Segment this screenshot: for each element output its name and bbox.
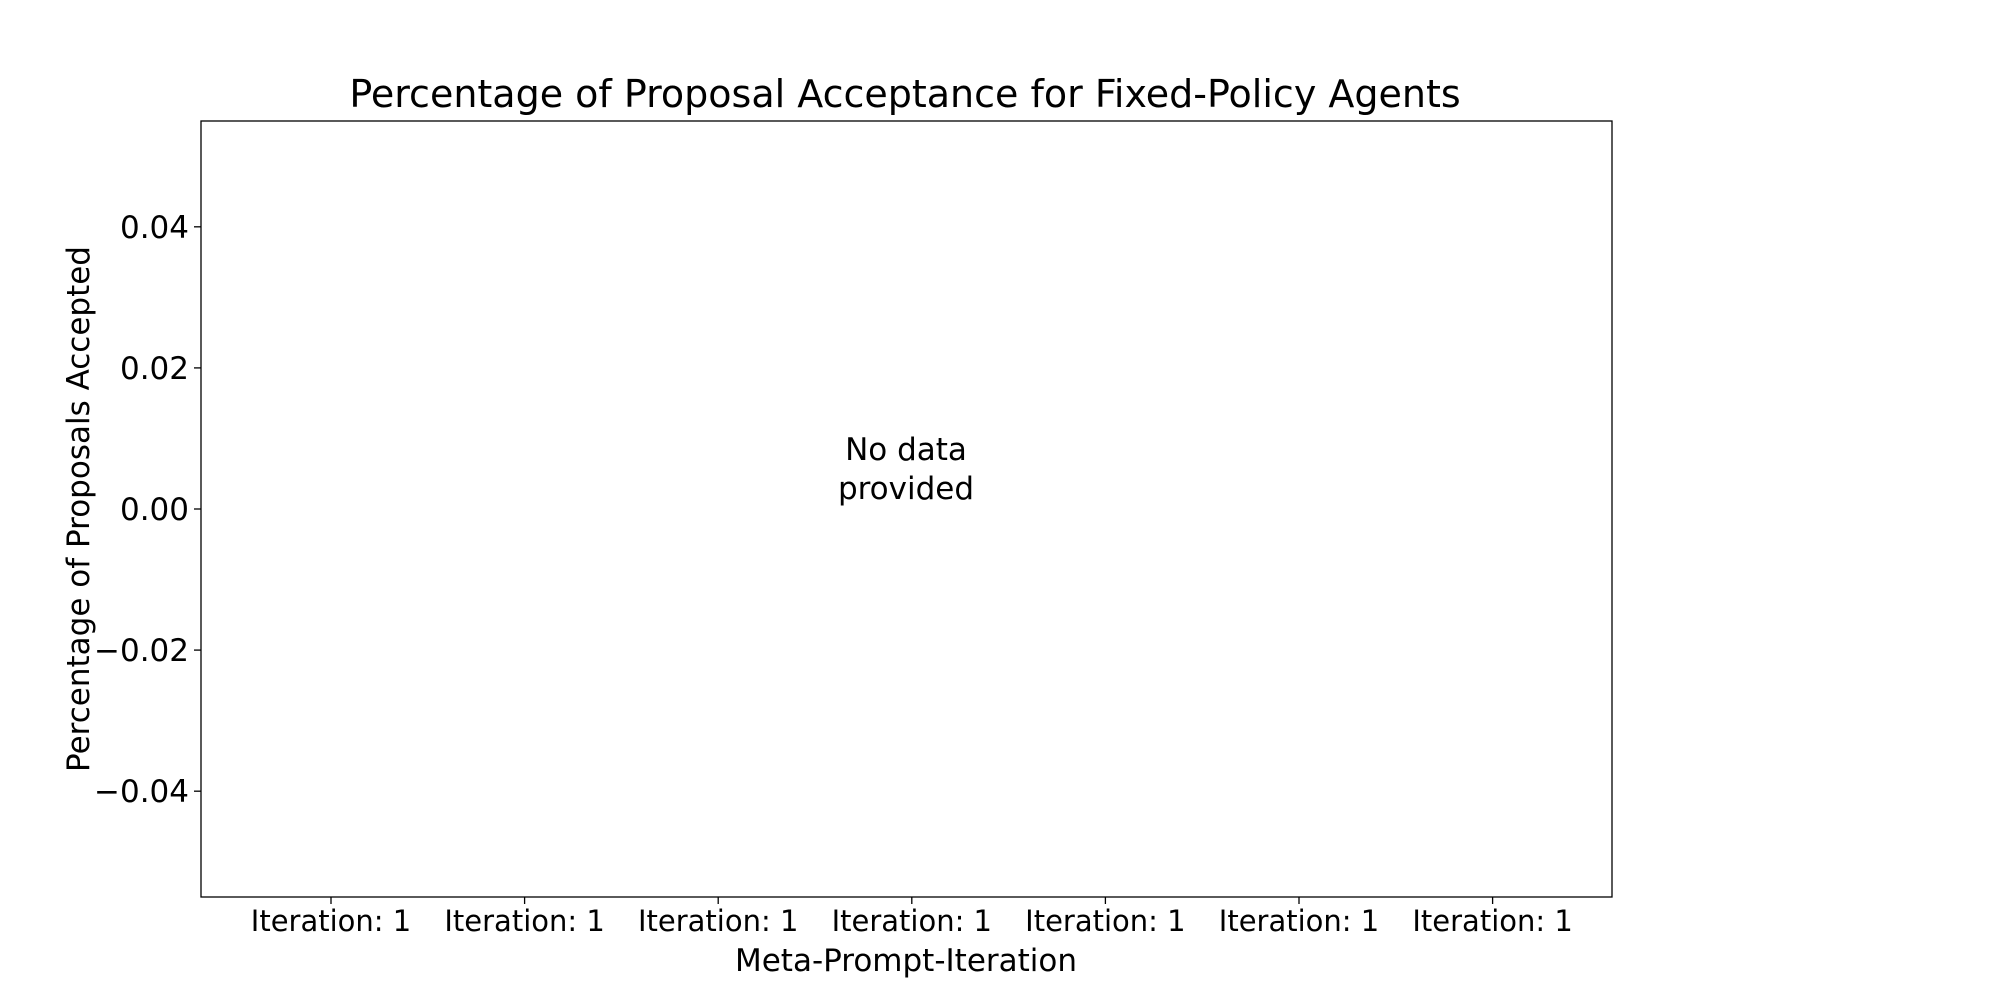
- x-tick-label: Iteration: 1: [251, 904, 411, 938]
- y-tick-label: 0.04: [120, 210, 189, 246]
- y-tick-label: 0.02: [120, 351, 189, 387]
- no-data-annotation-line-1: No data: [845, 432, 967, 468]
- no-data-annotation-line-2: provided: [838, 471, 974, 507]
- x-axis: Iteration: 1 Iteration: 1 Iteration: 1 Iter…: [251, 897, 1573, 938]
- chart-title: Percentage of Proposal Acceptance for Fi…: [349, 72, 1460, 116]
- plot-area: [200, 120, 1613, 898]
- x-tick-label: Iteration: 1: [1219, 904, 1379, 938]
- y-tick-label: −0.02: [94, 633, 189, 669]
- y-axis: 0.04 0.02 0.00 −0.02 −0.04: [94, 210, 201, 810]
- y-axis-label: Percentage of Proposals Accepted: [61, 246, 97, 772]
- x-tick-label: Iteration: 1: [832, 904, 992, 938]
- x-tick-label: Iteration: 1: [444, 904, 604, 938]
- x-tick-label: Iteration: 1: [1025, 904, 1185, 938]
- x-axis-label: Meta-Prompt-Iteration: [735, 943, 1077, 979]
- y-tick-label: −0.04: [94, 774, 189, 810]
- x-tick-label: Iteration: 1: [1412, 904, 1572, 938]
- x-tick-label: Iteration: 1: [638, 904, 798, 938]
- y-tick-label: 0.00: [120, 492, 189, 528]
